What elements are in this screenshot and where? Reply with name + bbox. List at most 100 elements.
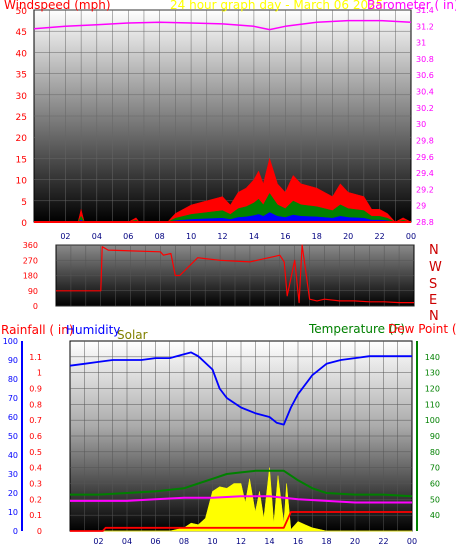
direction-y-tick-label: 0 — [33, 302, 38, 311]
humidity-label: Humidity — [66, 323, 120, 337]
compass-s-label: S — [429, 277, 437, 292]
temp-x-tick-label: 02 — [93, 537, 103, 546]
temperature-y-tick-label: 80 — [430, 448, 440, 457]
humidity-line — [69, 351, 412, 426]
compass-e-label: E — [429, 293, 437, 308]
rain-y-tick-label: 0.3 — [29, 480, 42, 489]
wind-y-tick-label: 5 — [21, 198, 27, 208]
direction-gridlines — [56, 244, 414, 307]
rain-y-tick-label: 0.8 — [29, 400, 42, 409]
humidity-y-tick-label: 70 — [8, 394, 18, 403]
wind-y-axis: 0 5 10 15 20 25 30 35 40 45 50 — [16, 7, 28, 229]
temp-series — [69, 351, 413, 532]
barometer-y-tick-label: 29.6 — [416, 153, 434, 162]
humidity-y-tick-label: 100 — [3, 337, 18, 346]
direction-series — [56, 244, 414, 304]
temperature-y-tick-label: 70 — [430, 464, 440, 473]
temperature-y-tick-label: 90 — [430, 432, 440, 441]
rain-y-tick-label: 0.9 — [29, 385, 42, 394]
rain-y-tick-label: 1 — [37, 369, 42, 378]
rain-y-tick-label: 0.6 — [29, 432, 42, 441]
wind-x-tick-label: 08 — [155, 232, 165, 241]
temperature-line — [70, 469, 413, 498]
dew-point-line — [70, 495, 412, 504]
temperature-y-tick-label: 40 — [430, 511, 440, 520]
rainfall-line — [70, 511, 412, 532]
wind-x-tick-label: 14 — [249, 232, 259, 241]
humidity-y-tick-label: 40 — [8, 451, 18, 460]
barometer-line — [33, 19, 412, 31]
rain-y-tick-label: 0.4 — [29, 464, 42, 473]
barometer-y-tick-label: 29.2 — [416, 185, 434, 194]
rain-y-tick-label: 1.1 — [29, 353, 42, 362]
barometer-y-tick-label: 30.4 — [416, 88, 434, 97]
humidity-y-tick-label: 30 — [8, 470, 18, 479]
rain-humidity-y-axes: 0 0.1 0.2 0.3 0.4 0.5 0.6 0.7 0.8 0.9 1 1.1 0 10 20 30 4… — [3, 337, 42, 536]
temperature-y-tick-label: 100 — [425, 416, 440, 425]
barometer-y-tick-label: 28.8 — [416, 218, 434, 227]
barometer-y-tick-label: 29.4 — [416, 169, 434, 178]
solar-label: Solar — [117, 328, 148, 342]
temperature-y-tick-label: 50 — [430, 495, 440, 504]
barometer-label: Barometer ( in) — [367, 0, 456, 12]
humidity-y-tick-label: 20 — [8, 489, 18, 498]
barometer-y-tick-label: 31.2 — [416, 22, 434, 31]
barometer-y-tick-label: 30.8 — [416, 55, 434, 64]
wind-x-tick-label: 22 — [374, 232, 384, 241]
wind-y-tick-label: 50 — [16, 7, 28, 17]
humidity-y-tick-label: 80 — [8, 375, 18, 384]
barometer-y-axis: 28.8 29 29.2 29.4 29.6 29.8 30 30.2 30.4 30.6 30.8… — [416, 6, 434, 227]
rainfall-label: Rainfall ( in) — [1, 323, 74, 337]
wind-x-tick-label: 20 — [343, 232, 353, 241]
compass-w-label: W — [429, 260, 442, 275]
barometer-y-tick-label: 31.4 — [416, 6, 434, 15]
wind-series — [33, 19, 412, 223]
direction-line — [56, 244, 414, 304]
temp-x-tick-label: 14 — [264, 537, 274, 546]
rain-y-tick-label: 0.7 — [29, 416, 42, 425]
rain-y-tick-label: 0 — [37, 527, 42, 536]
windspeed-label: Windspeed (mph) — [4, 0, 111, 12]
wind-y-tick-label: 40 — [16, 49, 28, 59]
temperature-y-tick-label: 110 — [425, 400, 440, 409]
humidity-y-tick-label: 60 — [8, 413, 18, 422]
temperature-label: Temperature (F) — [308, 322, 405, 336]
wind-x-tick-label: 04 — [92, 232, 102, 241]
wind-x-tick-label: 06 — [123, 232, 133, 241]
chart-title: 24 hour graph day - March 06 2025 — [170, 0, 383, 12]
wind-x-axis: 02 04 06 08 10 12 14 16 18 20 22 00 — [60, 232, 416, 241]
humidity-y-tick-label: 0 — [13, 527, 18, 536]
wind-y-tick-label: 35 — [16, 71, 27, 81]
temp-x-axis: 02 04 06 08 10 12 14 16 18 20 22 00 — [93, 537, 417, 546]
temp-x-tick-label: 00 — [407, 537, 417, 546]
barometer-y-tick-label: 30.2 — [416, 104, 434, 113]
humidity-y-tick-label: 10 — [8, 508, 18, 517]
wind-y-tick-label: 30 — [16, 92, 28, 102]
solar-area — [70, 467, 412, 532]
temp-x-tick-label: 18 — [321, 537, 331, 546]
wind-y-tick-label: 45 — [16, 28, 27, 38]
compass-n2-label: N — [429, 309, 439, 324]
compass-n-label: N — [429, 243, 439, 258]
barometer-y-tick-label: 30.6 — [416, 71, 434, 80]
wind-x-tick-label: 18 — [312, 232, 322, 241]
temp-x-tick-label: 04 — [122, 537, 132, 546]
wind-direction-panel: 0 90 180 270 360 N W S E N — [23, 241, 442, 324]
wind-y-tick-label: 15 — [16, 155, 27, 165]
barometer-y-tick-label: 29.8 — [416, 136, 434, 145]
humidity-y-tick-label: 90 — [8, 356, 18, 365]
direction-y-tick-label: 360 — [23, 241, 38, 250]
wind-x-tick-label: 16 — [280, 232, 290, 241]
temp-x-tick-label: 10 — [207, 537, 217, 546]
wind-y-tick-label: 0 — [21, 219, 27, 229]
temperature-y-tick-label: 140 — [425, 353, 440, 362]
wind-y-tick-label: 25 — [16, 113, 27, 123]
temp-x-tick-label: 16 — [293, 537, 303, 546]
wind-y-tick-label: 20 — [16, 134, 28, 144]
wind-x-tick-label: 02 — [60, 232, 70, 241]
temperature-y-tick-label: 130 — [425, 369, 440, 378]
barometer-y-tick-label: 30 — [416, 120, 426, 129]
wind-x-tick-label: 10 — [186, 232, 196, 241]
humidity-y-tick-label: 50 — [8, 432, 18, 441]
